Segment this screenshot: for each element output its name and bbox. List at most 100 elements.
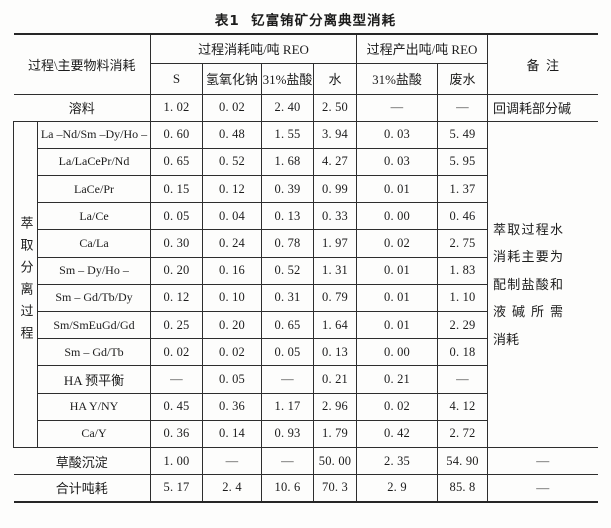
extraction-group-label: 萃取分离过程 bbox=[18, 216, 34, 349]
row-label-oxalic: 草酸沉淀 bbox=[13, 446, 151, 476]
cell-value: 0. 42 bbox=[356, 419, 438, 448]
cell-value: 2. 72 bbox=[437, 419, 488, 448]
header-cell-remark: 备 注 bbox=[487, 33, 598, 95]
cell-value: 0. 04 bbox=[202, 202, 262, 231]
cell-value: 0. 48 bbox=[202, 120, 262, 149]
row-label: HA Y/NY bbox=[37, 392, 151, 421]
row-label: LaCe/Pr bbox=[37, 175, 151, 204]
header-sub-hcl-out: 31%盐酸 bbox=[356, 62, 438, 95]
cell-value: 1. 00 bbox=[150, 446, 203, 476]
cell-value: 1. 31 bbox=[313, 256, 357, 285]
cell-value: — bbox=[437, 93, 488, 122]
row-label: Ca/La bbox=[37, 229, 151, 258]
cell-value: — bbox=[202, 446, 262, 476]
row-label: Sm/SmEuGd/Gd bbox=[37, 310, 151, 340]
table-header-row-subcolumns: S 氢氧化钠 31%盐酸 水 31%盐酸 废水 bbox=[14, 62, 598, 95]
cell-value: 0. 20 bbox=[150, 256, 203, 285]
header-sub-wastewater: 废水 bbox=[437, 62, 488, 95]
table-row-extraction: 萃取分离过程 La –Nd/Sm –Dy/Ho – 0. 60 0. 48 1.… bbox=[13, 120, 598, 448]
cell-value: 4. 27 bbox=[313, 147, 357, 177]
remark-cell-solution: 回调耗部分碱 bbox=[487, 93, 598, 122]
cell-value: 0. 93 bbox=[261, 419, 314, 448]
consumption-table: 过程\主要物料消耗 过程消耗吨/吨 REO 过程产出吨/吨 REO 备 注 S … bbox=[13, 33, 598, 503]
cell-value: 0. 39 bbox=[261, 175, 314, 204]
table-row-extraction: HA 预平衡 — 0. 05 — 0. 21 0. 21 — bbox=[14, 365, 598, 394]
extraction-remark-text: 萃取过程水 消耗主要为 配制盐酸和 液碱所需 消耗 bbox=[493, 221, 563, 347]
cell-value: 0. 78 bbox=[261, 229, 314, 258]
table-row-extraction: La/LaCePr/Nd 0. 65 0. 52 1. 68 4. 27 0. … bbox=[14, 147, 598, 177]
cell-value: 0. 65 bbox=[261, 310, 314, 340]
table-row-extraction: Sm/SmEuGd/Gd 0. 25 0. 20 0. 65 1. 64 0. … bbox=[14, 310, 598, 340]
cell-value: 2. 96 bbox=[313, 392, 357, 421]
cell-value: 1. 17 bbox=[261, 392, 314, 421]
cell-value: 0. 33 bbox=[313, 202, 357, 231]
row-label: Ca/Y bbox=[37, 419, 151, 448]
cell-value: 5. 95 bbox=[437, 147, 488, 177]
cell-value: 0. 36 bbox=[202, 392, 262, 421]
cell-value: 0. 25 bbox=[150, 310, 203, 340]
cell-value: 2. 29 bbox=[437, 310, 488, 340]
cell-value: 50. 00 bbox=[313, 446, 357, 476]
cell-value: 0. 12 bbox=[202, 175, 262, 204]
header-cell-process: 过程\主要物料消耗 bbox=[13, 33, 151, 95]
cell-value: 1. 10 bbox=[437, 283, 488, 313]
cell-value: 1. 97 bbox=[313, 229, 357, 258]
table-row-solution: 溶料 1. 02 0. 02 2. 40 2. 50 — — 回调耗部分碱 bbox=[13, 93, 598, 122]
cell-value: 10. 6 bbox=[261, 474, 314, 503]
header-sub-s: S bbox=[150, 62, 203, 95]
remark-cell-extraction: 萃取过程水 消耗主要为 配制盐酸和 液碱所需 消耗 bbox=[487, 120, 598, 448]
cell-value: 0. 02 bbox=[356, 392, 438, 421]
cell-value: 0. 46 bbox=[437, 202, 488, 231]
cell-value: 5. 17 bbox=[150, 474, 203, 503]
header-group-output: 过程产出吨/吨 REO bbox=[356, 33, 488, 64]
cell-value: — bbox=[261, 365, 314, 394]
row-label: La –Nd/Sm –Dy/Ho – bbox=[37, 120, 151, 149]
cell-value: — bbox=[261, 446, 314, 476]
cell-value: 0. 10 bbox=[202, 283, 262, 313]
row-label-solution: 溶料 bbox=[13, 93, 151, 122]
cell-value: 0. 20 bbox=[202, 310, 262, 340]
cell-value: 2. 35 bbox=[356, 446, 438, 476]
cell-value: 0. 03 bbox=[356, 120, 438, 149]
cell-value: 2. 9 bbox=[356, 474, 438, 503]
cell-value: 0. 03 bbox=[356, 147, 438, 177]
cell-value: 0. 02 bbox=[356, 229, 438, 258]
extraction-group-cell: 萃取分离过程 bbox=[13, 120, 38, 448]
row-label: La/LaCePr/Nd bbox=[37, 147, 151, 177]
cell-value: 0. 79 bbox=[313, 283, 357, 313]
cell-value: 0. 02 bbox=[150, 338, 203, 367]
cell-value: 0. 13 bbox=[313, 338, 357, 367]
cell-value: 2. 4 bbox=[202, 474, 262, 503]
cell-value: 0. 65 bbox=[150, 147, 203, 177]
cell-value: 1. 68 bbox=[261, 147, 314, 177]
cell-value: 1. 37 bbox=[437, 175, 488, 204]
cell-value: 0. 21 bbox=[356, 365, 438, 394]
cell-value: 0. 05 bbox=[261, 338, 314, 367]
cell-value: 0. 18 bbox=[437, 338, 488, 367]
cell-value: 54. 90 bbox=[437, 446, 488, 476]
cell-value: 0. 21 bbox=[313, 365, 357, 394]
cell-value: — bbox=[150, 365, 203, 394]
cell-value: 0. 02 bbox=[202, 338, 262, 367]
cell-value: 2. 50 bbox=[313, 93, 357, 122]
table-header-row-groups: 过程\主要物料消耗 过程消耗吨/吨 REO 过程产出吨/吨 REO 备 注 bbox=[13, 33, 598, 95]
row-label: La/Ce bbox=[37, 202, 151, 231]
cell-value: — bbox=[356, 93, 438, 122]
row-label: Sm – Dy/Ho – bbox=[37, 256, 151, 285]
cell-value: 0. 36 bbox=[150, 419, 203, 448]
cell-value: 0. 01 bbox=[356, 283, 438, 313]
cell-value: 0. 00 bbox=[356, 202, 438, 231]
table-row-extraction: Sm – Gd/Tb/Dy 0. 12 0. 10 0. 31 0. 79 0.… bbox=[14, 283, 598, 313]
cell-value: 0. 52 bbox=[202, 147, 262, 177]
cell-value: 0. 00 bbox=[356, 338, 438, 367]
cell-value: 0. 60 bbox=[150, 120, 203, 149]
cell-value: 5. 49 bbox=[437, 120, 488, 149]
cell-value: — bbox=[437, 365, 488, 394]
table-row-extraction: HA Y/NY 0. 45 0. 36 1. 17 2. 96 0. 02 4.… bbox=[14, 392, 598, 421]
cell-value: 0. 01 bbox=[356, 175, 438, 204]
cell-value: 0. 31 bbox=[261, 283, 314, 313]
cell-value: 1. 64 bbox=[313, 310, 357, 340]
cell-value: 2. 75 bbox=[437, 229, 488, 258]
cell-value: 2. 40 bbox=[261, 93, 314, 122]
